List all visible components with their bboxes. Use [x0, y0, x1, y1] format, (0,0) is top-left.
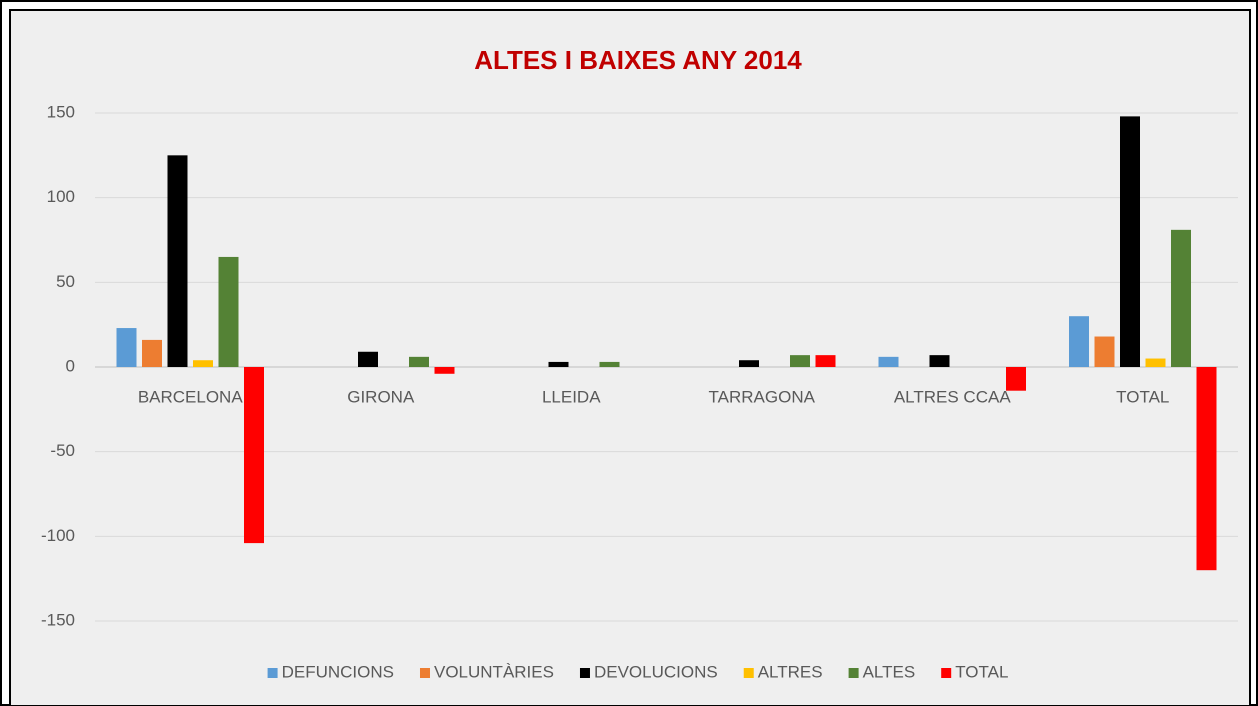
- legend-swatch: [743, 668, 754, 678]
- legend-label: TOTAL: [955, 662, 1008, 681]
- bar: [142, 339, 162, 367]
- bar: [929, 355, 950, 367]
- x-tick-label: LLEIDA: [542, 387, 601, 406]
- bar: [193, 360, 213, 367]
- bar: [1120, 116, 1140, 368]
- bar: [1094, 336, 1115, 367]
- bar: [1171, 229, 1191, 367]
- y-tick-label: 100: [47, 187, 75, 206]
- bar: [167, 155, 188, 367]
- x-tick-label: TOTAL: [1116, 387, 1169, 406]
- y-tick-label: -150: [41, 610, 75, 629]
- bar: [1145, 358, 1166, 367]
- y-tick-label: 150: [47, 102, 75, 121]
- bar: [548, 361, 569, 367]
- bar: [739, 360, 759, 367]
- bar: [1196, 367, 1217, 571]
- x-tick-label: BARCELONA: [138, 387, 244, 406]
- bar: [116, 328, 137, 367]
- bar: [878, 356, 899, 367]
- bar: [218, 256, 239, 367]
- legend-label: ALTRES: [758, 662, 823, 681]
- x-tick-label: GIRONA: [347, 387, 415, 406]
- legend-swatch: [941, 668, 952, 678]
- legend-label: VOLUNTÀRIES: [434, 662, 554, 681]
- y-tick-label: -50: [50, 441, 75, 460]
- bar: [815, 355, 836, 367]
- bar: [244, 367, 264, 544]
- legend-swatch: [579, 668, 590, 678]
- chart-title: ALTES I BAIXES ANY 2014: [474, 45, 802, 75]
- bar: [409, 356, 429, 367]
- y-tick-label: -100: [41, 526, 75, 545]
- bar: [1006, 367, 1026, 391]
- bar: [358, 351, 378, 367]
- bar: [790, 355, 810, 367]
- legend-swatch: [419, 668, 430, 678]
- bar: [599, 361, 620, 367]
- legend-swatch: [848, 668, 859, 678]
- bar: [1069, 316, 1089, 367]
- y-tick-label: 0: [66, 356, 75, 375]
- legend-label: ALTES: [863, 662, 916, 681]
- y-tick-label: 50: [56, 272, 75, 291]
- x-tick-label: ALTRES CCAA: [894, 387, 1011, 406]
- x-tick-label: TARRAGONA: [709, 387, 816, 406]
- legend-swatch: [267, 668, 278, 678]
- legend-label: DEFUNCIONS: [282, 662, 394, 681]
- chart-area: [9, 9, 1251, 706]
- legend-label: DEVOLUCIONS: [594, 662, 718, 681]
- bar: [434, 367, 455, 374]
